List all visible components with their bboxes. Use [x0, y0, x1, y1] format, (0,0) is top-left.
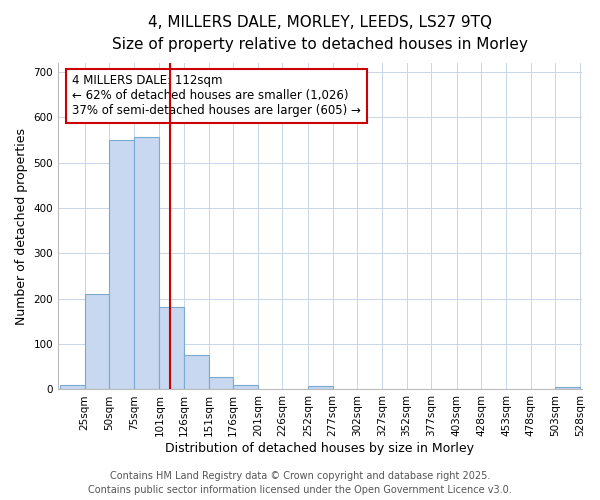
Bar — [60, 385, 85, 390]
Bar — [555, 387, 580, 390]
Bar — [184, 354, 209, 390]
Bar — [233, 385, 258, 390]
Bar — [160, 306, 184, 390]
Y-axis label: Number of detached properties: Number of detached properties — [15, 128, 28, 325]
Title: 4, MILLERS DALE, MORLEY, LEEDS, LS27 9TQ
Size of property relative to detached h: 4, MILLERS DALE, MORLEY, LEEDS, LS27 9TQ… — [112, 15, 528, 52]
X-axis label: Distribution of detached houses by size in Morley: Distribution of detached houses by size … — [166, 442, 475, 455]
Bar — [308, 386, 332, 390]
Bar — [109, 140, 134, 390]
Text: 4 MILLERS DALE: 112sqm
← 62% of detached houses are smaller (1,026)
37% of semi-: 4 MILLERS DALE: 112sqm ← 62% of detached… — [72, 74, 361, 118]
Bar — [85, 294, 109, 390]
Bar — [209, 377, 233, 390]
Text: Contains HM Land Registry data © Crown copyright and database right 2025.
Contai: Contains HM Land Registry data © Crown c… — [88, 471, 512, 495]
Bar — [134, 136, 160, 390]
